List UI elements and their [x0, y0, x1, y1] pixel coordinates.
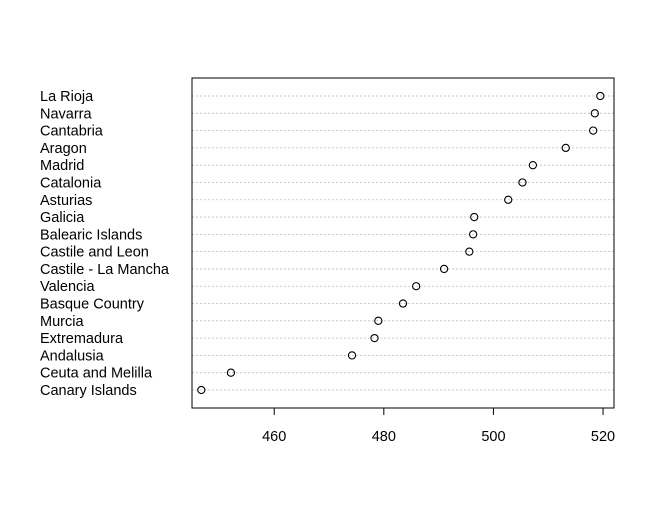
data-point [518, 178, 527, 187]
category-label: Castile and Leon [40, 245, 149, 261]
data-point [561, 143, 570, 153]
guide-lines [192, 95, 614, 391]
category-label: Asturias [40, 193, 92, 209]
category-label: Madrid [40, 158, 84, 174]
category-label: La Rioja [40, 89, 94, 105]
data-point [589, 126, 598, 135]
category-label: Canary Islands [40, 383, 137, 399]
x-axis: 460 480 500 520 [262, 408, 615, 445]
data-points [197, 91, 605, 395]
category-label: Basque Country [40, 297, 145, 313]
x-tick-label: 520 [591, 429, 615, 445]
data-point [197, 385, 206, 395]
category-label: Navarra [40, 106, 93, 122]
category-label: Balearic Islands [40, 227, 142, 243]
data-point [470, 212, 479, 222]
data-point [398, 299, 408, 308]
plot-frame [191, 77, 615, 409]
data-point [596, 91, 605, 101]
data-point [370, 333, 379, 343]
x-tick-label: 500 [481, 429, 505, 445]
category-label: Catalonia [40, 175, 102, 191]
category-label: Ceuta and Melilla [40, 366, 153, 382]
data-point [374, 316, 383, 325]
data-point [465, 247, 474, 256]
data-point [504, 195, 513, 204]
x-tick-label: 460 [262, 429, 286, 445]
category-label: Valencia [40, 279, 95, 295]
data-point [439, 264, 449, 274]
data-point [347, 351, 357, 360]
category-label: Extremadura [40, 331, 124, 347]
data-point [528, 161, 538, 170]
x-tick-label: 480 [372, 429, 396, 445]
category-label: Aragon [40, 141, 87, 157]
data-point [590, 109, 599, 118]
category-label: Galicia [40, 210, 85, 226]
category-label: Castile - La Mancha [40, 262, 170, 278]
data-point [412, 282, 421, 291]
data-point [469, 230, 478, 239]
category-label: Murcia [40, 314, 84, 330]
data-point [226, 368, 236, 377]
category-label: Andalusia [40, 348, 105, 364]
category-label: Cantabria [40, 124, 104, 140]
